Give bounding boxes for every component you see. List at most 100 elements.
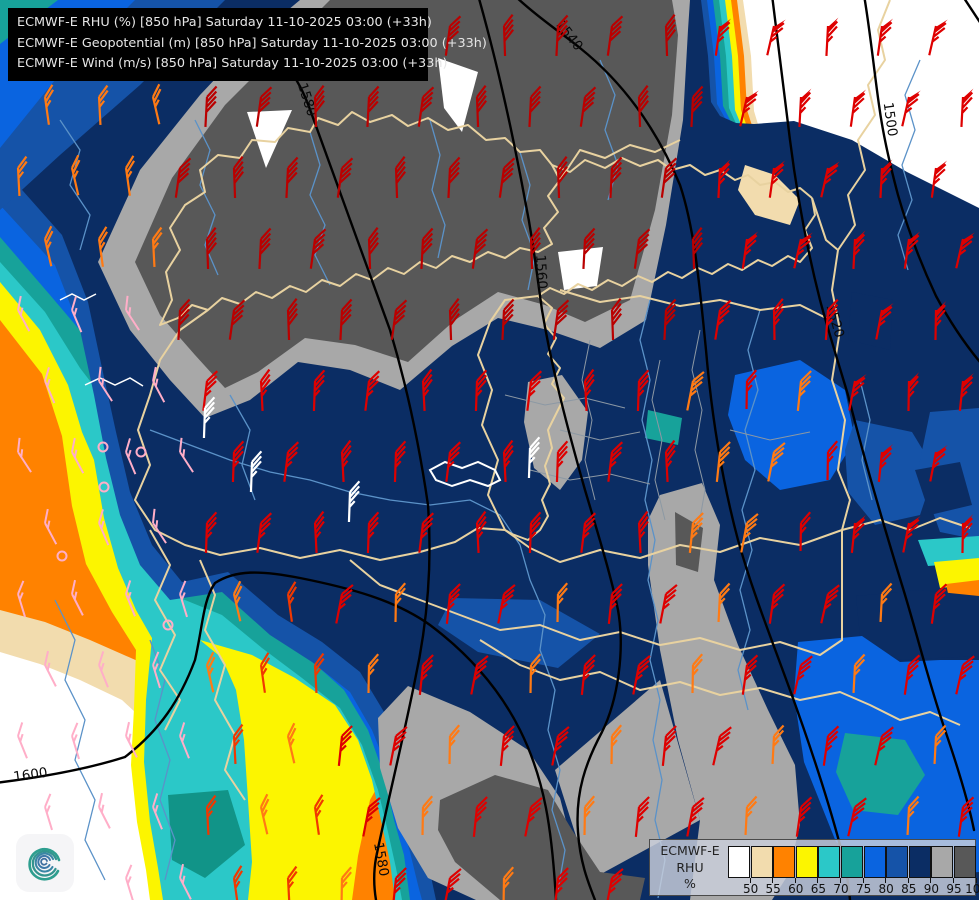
wind-barb	[606, 15, 624, 56]
legend-title-model: ECMWF-E	[660, 843, 720, 858]
legend-tick	[794, 878, 796, 883]
wind-barb	[661, 725, 677, 766]
wind-barb	[418, 512, 435, 553]
wind-barb	[286, 865, 298, 900]
wind-barb	[256, 512, 273, 553]
wind-barb	[98, 651, 109, 688]
wind-barb	[394, 582, 407, 623]
wind-barb	[526, 370, 543, 411]
wind-barb	[741, 231, 759, 269]
wind-barb	[824, 298, 839, 341]
wind-barb	[690, 85, 704, 128]
wind-barb	[849, 89, 867, 127]
wind-barb	[336, 157, 354, 198]
wind-barb	[232, 580, 243, 622]
wind-barb	[717, 159, 731, 199]
legend-tick-label: 55	[765, 882, 781, 896]
wind-barb	[632, 655, 651, 695]
wind-barb	[179, 722, 190, 759]
legend-swatch	[773, 846, 796, 878]
wind-barb	[552, 299, 570, 340]
legend-swatch	[728, 846, 750, 878]
wind-barb	[285, 156, 299, 199]
wind-barb	[366, 511, 380, 554]
wind-barb	[125, 580, 136, 617]
wind-barb	[579, 86, 597, 127]
wind-barb	[551, 726, 570, 766]
wind-barb	[609, 156, 623, 199]
wind-barb	[17, 580, 26, 618]
lake-and-white-lines	[59, 293, 502, 488]
wind-barb	[497, 584, 516, 624]
wind-barb	[98, 366, 113, 402]
wind-barb	[955, 655, 975, 695]
calm-wind-circle	[97, 441, 109, 453]
wind-barb	[313, 652, 325, 694]
wind-barb	[97, 226, 109, 267]
wind-barb	[610, 724, 623, 765]
legend-swatch	[818, 846, 841, 878]
wind-barb	[852, 653, 866, 694]
wind-barb	[475, 510, 487, 554]
wind-barb	[930, 160, 948, 198]
wind-barb	[879, 582, 893, 623]
wind-barb	[259, 652, 271, 693]
wind-barb	[529, 227, 542, 270]
wind-barb	[524, 797, 543, 837]
legend-tick-label: 70	[833, 882, 849, 896]
wind-barb	[903, 231, 921, 269]
wind-barb	[686, 797, 705, 837]
wind-barb	[796, 370, 812, 411]
wind-barb	[607, 583, 623, 624]
wind-barb	[448, 298, 461, 341]
wind-barb	[907, 372, 920, 412]
wind-barb	[691, 653, 704, 694]
wind-barb	[659, 584, 678, 624]
wind-barb	[364, 370, 381, 411]
map-title-box: ECMWF-E RHU (%) [850 hPa] Saturday 11-10…	[8, 8, 487, 81]
contour-label: 1600	[12, 765, 48, 786]
spiral-logo-glyph	[28, 847, 61, 881]
legend-tick	[953, 878, 954, 883]
wind-barb	[745, 369, 758, 410]
wind-barb	[929, 445, 948, 482]
contour-label: 1500	[880, 101, 901, 137]
wind-barb	[933, 724, 947, 765]
wind-barb	[498, 157, 516, 198]
wind-barb	[930, 583, 948, 624]
wind-barb	[125, 864, 134, 900]
wind-barb	[71, 437, 85, 474]
legend-tick-label: 60	[788, 882, 804, 896]
wind-barb	[71, 722, 80, 760]
wind-barb	[874, 726, 894, 766]
wind-barb	[447, 156, 461, 199]
contour-1500	[863, 0, 979, 363]
wind-barb	[637, 510, 649, 554]
wind-barb	[527, 436, 541, 479]
calm-wind-circle	[56, 550, 68, 562]
wind-barb	[259, 793, 270, 835]
wind-barb	[820, 584, 840, 624]
wind-barb	[822, 725, 840, 766]
wind-barb	[499, 725, 515, 766]
legend-tick-label: 95	[946, 882, 962, 896]
wind-barb	[610, 298, 623, 341]
wind-barb	[16, 155, 28, 197]
lake-balaton-outline	[428, 460, 502, 488]
wind-barb	[448, 724, 461, 765]
contour-label: 1580	[370, 841, 392, 878]
wind-barb	[501, 298, 515, 341]
wind-barb	[17, 437, 32, 473]
wind-barb	[928, 19, 948, 56]
wind-barb	[44, 793, 53, 831]
wind-barb	[875, 303, 894, 340]
wind-barb	[232, 156, 245, 199]
wind-barb	[555, 14, 569, 57]
wind-barb	[179, 863, 192, 900]
wind-barb	[502, 14, 515, 57]
wind-barb	[502, 866, 515, 900]
wind-barb	[847, 797, 867, 837]
wind-barb	[663, 298, 677, 341]
wind-barb	[528, 511, 542, 554]
wind-barb	[793, 655, 813, 695]
